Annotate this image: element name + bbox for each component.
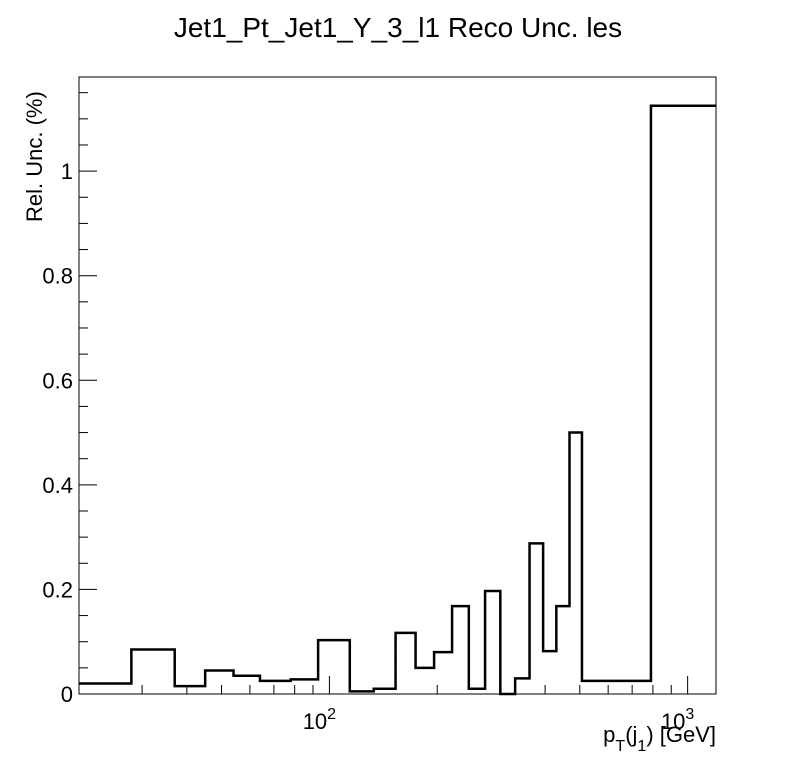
histogram-series-line	[79, 104, 716, 696]
histogram-bin	[485, 591, 500, 694]
histogram-bin	[131, 650, 174, 694]
histogram-bin	[618, 681, 629, 694]
histogram-bin	[452, 606, 469, 694]
histogram-bin	[672, 106, 682, 694]
y-tick-label: 0.2	[42, 577, 73, 602]
histogram-bin	[205, 670, 233, 694]
histogram-bin	[570, 433, 582, 694]
histogram-bin	[594, 681, 606, 694]
plot-frame	[78, 76, 717, 695]
y-tick-label: 0.4	[42, 473, 73, 498]
x-tick-label: 102	[303, 706, 336, 734]
histogram-bin	[640, 681, 651, 694]
histogram-bin	[234, 676, 260, 694]
plot-area: 0 0.2 0.4 0.6 0.8 1 102 103	[42, 76, 717, 734]
histogram-bin	[260, 681, 291, 694]
histogram-bin	[682, 106, 692, 694]
histogram-bin	[107, 684, 131, 694]
histogram-bin	[79, 684, 107, 694]
histogram-bin	[530, 543, 544, 694]
histogram-bin	[515, 678, 529, 694]
y-tick-label: 1	[61, 159, 73, 184]
histogram-bin	[651, 106, 662, 694]
histogram-bin	[662, 106, 672, 694]
histogram-bin	[629, 681, 640, 694]
chart-title: Jet1_Pt_Jet1_Y_3_l1 Reco Unc. les	[174, 12, 622, 43]
histogram-bin	[416, 668, 435, 694]
histogram-bin	[396, 633, 416, 694]
histogram-bin	[693, 106, 703, 694]
histogram-bin	[582, 681, 594, 694]
histogram-bin	[703, 106, 713, 694]
histogram-bin	[712, 106, 716, 694]
y-tick-label: 0	[61, 682, 73, 707]
y-axis-label: Rel. Unc. (%)	[22, 91, 47, 222]
histogram-bin	[556, 606, 569, 694]
y-tick-label: 0.6	[42, 368, 73, 393]
y-tick-label: 0.8	[42, 264, 73, 289]
x-axis-label: pT(j1) [GeV]	[603, 722, 716, 755]
histogram-bin	[318, 640, 350, 694]
x-tick-label: 103	[661, 706, 694, 734]
